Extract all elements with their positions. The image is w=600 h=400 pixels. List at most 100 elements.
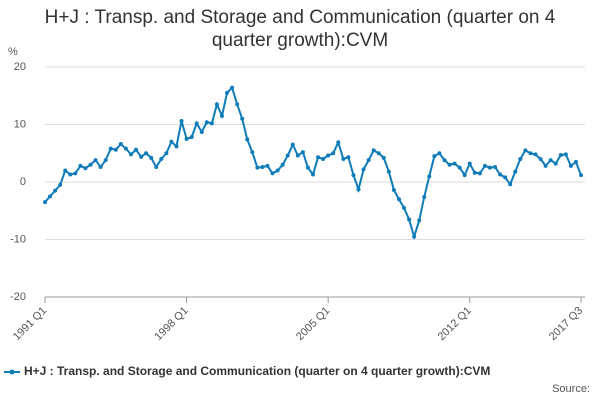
point	[113, 147, 118, 152]
point	[58, 182, 63, 187]
x-tick-label: 1991 Q1	[11, 305, 49, 343]
point	[493, 165, 498, 170]
x-tick-label: 1998 Q1	[152, 305, 190, 343]
point	[316, 155, 321, 160]
point	[285, 153, 290, 158]
point	[321, 157, 326, 161]
point	[134, 147, 139, 152]
x-tick-label: 2012 Q1	[436, 305, 474, 343]
point	[331, 151, 336, 156]
point	[381, 155, 386, 160]
point	[260, 165, 265, 170]
point	[452, 161, 457, 166]
legend-marker	[9, 369, 15, 375]
point	[225, 90, 230, 95]
point	[154, 165, 159, 170]
point	[128, 152, 133, 157]
point	[518, 157, 523, 161]
point	[250, 150, 255, 155]
point	[93, 158, 98, 163]
point	[230, 85, 235, 90]
point	[63, 168, 68, 173]
point	[498, 172, 503, 177]
point	[88, 162, 93, 167]
point	[366, 158, 371, 163]
y-axis-label: %	[8, 46, 18, 58]
y-tick-label: 10	[14, 118, 26, 130]
point	[98, 165, 103, 170]
point	[123, 146, 128, 151]
point	[83, 166, 88, 171]
point	[139, 154, 144, 159]
point	[402, 205, 407, 210]
point	[199, 129, 204, 134]
point	[270, 171, 275, 176]
point	[164, 151, 169, 156]
point	[371, 148, 376, 153]
line	[44, 85, 582, 241]
point	[548, 158, 553, 163]
point	[462, 173, 467, 178]
point	[482, 163, 487, 168]
point	[447, 162, 452, 167]
point	[326, 153, 331, 158]
point	[553, 161, 558, 166]
point	[214, 102, 219, 107]
point	[219, 113, 224, 118]
point	[508, 182, 513, 187]
point	[189, 135, 194, 140]
point	[568, 163, 573, 168]
point	[361, 167, 366, 172]
point	[391, 188, 396, 193]
point	[209, 121, 214, 126]
point	[477, 171, 482, 176]
point	[432, 154, 437, 159]
point	[407, 217, 412, 222]
point	[513, 169, 518, 174]
point	[346, 155, 351, 160]
point	[563, 152, 568, 157]
point	[118, 142, 123, 147]
point	[376, 151, 381, 156]
y-tick-label: 20	[14, 61, 26, 73]
point	[179, 119, 184, 124]
point	[103, 158, 108, 163]
point	[174, 144, 179, 149]
point	[265, 163, 270, 168]
y-tick-label: 0	[20, 176, 26, 188]
point	[437, 151, 442, 156]
point	[311, 172, 315, 177]
legend-label: H+J : Transp. and Storage and Communicat…	[24, 364, 490, 378]
point	[169, 139, 174, 144]
point	[467, 161, 472, 166]
point	[386, 169, 391, 174]
x-tick-label: 2017 Q3	[547, 305, 585, 343]
point	[457, 165, 462, 170]
point	[53, 188, 58, 193]
point	[255, 165, 260, 170]
point	[68, 172, 73, 177]
point	[573, 159, 578, 164]
point	[528, 151, 533, 156]
point	[472, 170, 477, 175]
point	[73, 171, 78, 176]
point	[558, 152, 563, 157]
point	[290, 142, 295, 147]
y-tick-label: -10	[10, 233, 26, 245]
point	[78, 163, 83, 168]
point	[48, 194, 53, 199]
point	[305, 165, 310, 170]
point	[240, 116, 245, 121]
point	[538, 157, 543, 161]
point	[108, 146, 113, 151]
point	[417, 218, 422, 223]
point	[275, 168, 280, 173]
point	[523, 148, 528, 153]
point	[149, 155, 154, 160]
point	[351, 173, 356, 178]
chart-title: H+J : Transp. and Storage and Communicat…	[44, 7, 556, 51]
point	[503, 175, 508, 180]
point	[543, 163, 548, 168]
